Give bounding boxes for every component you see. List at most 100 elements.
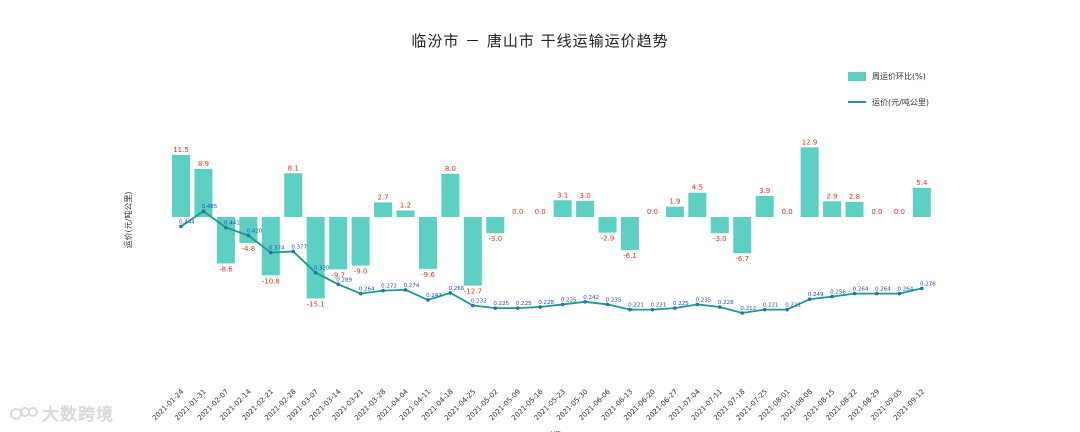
- bar-2021-03-14[interactable]: [329, 217, 348, 270]
- price-point-2021-01-24[interactable]: [179, 224, 183, 229]
- price-point-2021-06-13[interactable]: [628, 307, 632, 312]
- price-label-2021-02-14: 0.420: [246, 228, 262, 234]
- price-point-2021-03-28[interactable]: [381, 288, 385, 293]
- price-point-2021-08-22[interactable]: [852, 291, 857, 296]
- price-point-2021-07-25[interactable]: [762, 307, 767, 312]
- price-point-2021-02-14[interactable]: [246, 233, 251, 238]
- price-point-2021-02-07[interactable]: [224, 225, 228, 230]
- price-line: [180, 210, 923, 314]
- bar-2021-05-30[interactable]: [576, 200, 595, 217]
- bar-2021-08-08[interactable]: [800, 147, 819, 217]
- price-point-2021-02-21[interactable]: [269, 250, 273, 255]
- y-axis-label: 运价(元/吨公里): [123, 192, 133, 249]
- bar-2021-06-27[interactable]: [665, 206, 684, 217]
- price-label-2021-03-14: 0.289: [336, 277, 352, 283]
- bar-label-2021-04-25: -12.7: [464, 288, 482, 296]
- bar-2021-04-04[interactable]: [396, 210, 415, 217]
- bar-2021-04-25[interactable]: [463, 217, 482, 286]
- price-label-2021-03-28: 0.272: [381, 284, 397, 290]
- price-label-2021-06-27: 0.225: [673, 301, 689, 307]
- bar-2021-07-04[interactable]: [688, 192, 707, 217]
- price-label-2021-05-16: 0.228: [538, 300, 554, 306]
- bar-label-2021-08-15: 2.9: [826, 192, 837, 200]
- price-label-2021-01-24: 0.444: [179, 219, 195, 225]
- bar-2021-01-24[interactable]: [172, 154, 190, 217]
- price-label-2021-05-23: 0.235: [561, 297, 577, 303]
- bar-2021-03-21[interactable]: [351, 217, 370, 266]
- price-point-2021-04-04[interactable]: [403, 288, 408, 292]
- price-point-2021-03-21[interactable]: [358, 291, 363, 296]
- price-label-2021-07-04: 0.235: [695, 297, 711, 303]
- price-label-2021-08-29: 0.264: [875, 287, 891, 293]
- bar-2021-02-28[interactable]: [284, 173, 303, 217]
- dsk-logo-icon: [10, 406, 38, 420]
- price-point-2021-05-09[interactable]: [515, 306, 520, 310]
- bar-2021-07-11[interactable]: [710, 217, 729, 234]
- bar-2021-08-15[interactable]: [823, 201, 842, 217]
- legend-bar-label: 周运价环比(%): [872, 71, 926, 81]
- legend-item-line[interactable]: 运价(元/吨公里): [848, 96, 929, 108]
- price-label-2021-02-21: 0.374: [269, 246, 285, 252]
- price-point-2021-04-11[interactable]: [426, 298, 430, 302]
- price-point-2021-05-16[interactable]: [538, 305, 542, 309]
- bar-label-2021-02-14: -4.8: [242, 245, 256, 253]
- bar-2021-02-14[interactable]: [239, 217, 258, 243]
- bar-2021-05-02[interactable]: [486, 217, 505, 234]
- price-point-2021-08-01[interactable]: [785, 307, 789, 312]
- bar-label-2021-03-28: 2.7: [377, 193, 388, 201]
- price-point-2021-06-20[interactable]: [650, 307, 655, 312]
- price-label-2021-04-25: 0.232: [471, 299, 487, 305]
- price-point-2021-06-27[interactable]: [673, 306, 677, 310]
- price-point-2021-09-12[interactable]: [920, 286, 924, 291]
- watermark-text: 大数跨境: [42, 405, 114, 425]
- price-point-2021-05-23[interactable]: [560, 302, 565, 307]
- price-label-2021-08-22: 0.264: [853, 287, 869, 293]
- chart-title: 临汾市 － 唐山市 干线运输运价趋势: [411, 32, 669, 50]
- price-label-2021-05-30: 0.242: [583, 295, 599, 301]
- price-point-2021-08-08[interactable]: [807, 297, 812, 301]
- bar-2021-02-21[interactable]: [261, 217, 280, 276]
- price-point-2021-03-14[interactable]: [336, 282, 340, 287]
- legend-item-bar[interactable]: 周运价环比(%): [848, 70, 929, 82]
- bar-2021-05-23[interactable]: [553, 200, 572, 217]
- price-point-2021-07-11[interactable]: [718, 305, 722, 309]
- bar-2021-04-18[interactable]: [441, 173, 460, 217]
- price-point-2021-07-04[interactable]: [695, 302, 700, 307]
- price-label-2021-08-01: 0.221: [785, 303, 801, 309]
- price-point-2021-02-28[interactable]: [291, 249, 296, 254]
- price-point-2021-05-02[interactable]: [493, 306, 498, 310]
- bar-label-2021-06-13: -6.1: [623, 252, 637, 260]
- price-point-2021-07-18[interactable]: [740, 311, 745, 315]
- bar-2021-08-22[interactable]: [845, 201, 864, 217]
- bar-label-2021-05-02: -3.0: [488, 235, 502, 243]
- price-point-2021-01-31[interactable]: [201, 209, 206, 213]
- price-point-2021-04-18[interactable]: [448, 291, 453, 295]
- bar-label-2021-09-05: 0.0: [894, 208, 905, 216]
- price-label-2021-08-08: 0.249: [808, 292, 824, 298]
- bar-2021-07-18[interactable]: [733, 217, 752, 254]
- x-axis-label: 时间: [545, 430, 561, 432]
- price-label-2021-03-07: 0.320: [314, 266, 330, 272]
- bar-2021-06-13[interactable]: [621, 217, 639, 250]
- price-label-2021-09-12: 0.278: [920, 281, 936, 287]
- price-point-2021-08-15[interactable]: [830, 294, 834, 299]
- bar-2021-09-12[interactable]: [912, 187, 931, 217]
- bar-2021-06-06[interactable]: [598, 217, 617, 233]
- price-point-2021-08-29[interactable]: [875, 291, 879, 296]
- bar-label-2021-08-22: 2.8: [849, 193, 860, 201]
- legend-bar-swatch: [848, 71, 866, 81]
- bar-label-2021-04-18: 8.0: [445, 165, 456, 173]
- bar-2021-04-11[interactable]: [418, 217, 437, 269]
- bar-2021-07-25[interactable]: [755, 195, 774, 217]
- bar-label-2021-02-28: 8.1: [288, 164, 299, 172]
- watermark: 大数跨境: [10, 400, 114, 425]
- price-point-2021-05-30[interactable]: [583, 300, 587, 304]
- price-point-2021-04-25[interactable]: [471, 303, 475, 308]
- price-point-2021-03-07[interactable]: [313, 270, 318, 275]
- bar-2021-03-28[interactable]: [374, 202, 393, 217]
- bar-2021-01-31[interactable]: [194, 168, 213, 217]
- price-point-2021-09-05[interactable]: [897, 291, 902, 296]
- bar-2021-03-07[interactable]: [306, 217, 325, 299]
- price-point-2021-06-06[interactable]: [605, 302, 610, 307]
